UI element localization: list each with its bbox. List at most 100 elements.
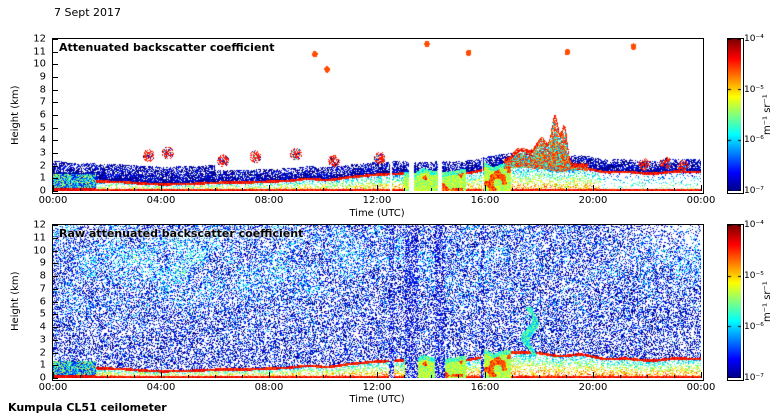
colorbar-gradient (728, 225, 741, 378)
y-tick-label: 11 (33, 232, 46, 244)
y-tick-label: 0 (39, 372, 46, 384)
y-tick-label: 1 (39, 359, 46, 371)
x-tick-label: 12:00 (362, 382, 392, 393)
x-tick-mark (53, 372, 54, 378)
x-tick-mark (80, 188, 81, 191)
x-tick-mark (242, 375, 243, 378)
y-tick-label: 12 (33, 33, 46, 45)
y-tick-mark (53, 140, 58, 142)
x-tick-label: 20:00 (578, 195, 608, 206)
y-tick-label: 11 (33, 46, 46, 58)
y-tick-mark (53, 327, 58, 328)
x-tick-mark (566, 375, 567, 378)
y-tick-mark (53, 127, 58, 129)
plot-area-attenuated: Attenuated backscatter coefficient (52, 38, 704, 194)
colorbar-tick-label: 10⁻⁶ (744, 322, 764, 332)
x-axis-label: Time (UTC) (349, 394, 405, 405)
x-tick-mark (512, 188, 513, 191)
panel-title-attenuated: Attenuated backscatter coefficient (59, 41, 275, 54)
x-tick-label: 20:00 (578, 382, 608, 393)
x-tick-mark (431, 188, 432, 191)
y-tick-mark (53, 288, 58, 290)
y-tick-mark (53, 314, 58, 316)
x-tick-mark (269, 372, 270, 378)
colorbar-unit-label: m⁻¹ sr⁻¹ (762, 94, 773, 136)
x-tick-mark (593, 372, 594, 378)
x-tick-mark (620, 375, 621, 378)
colorbar-unit-label: m⁻¹ sr⁻¹ (762, 281, 773, 322)
y-tick-mark (53, 153, 58, 154)
x-tick-mark (485, 185, 486, 191)
x-tick-label: 00:00 (38, 195, 68, 206)
y-tick-label: 5 (39, 122, 46, 134)
y-tick-mark (53, 352, 58, 354)
x-tick-mark (512, 375, 513, 378)
y-tick-mark (53, 225, 58, 226)
y-tick-mark (53, 237, 58, 239)
x-tick-label: 04:00 (146, 195, 176, 206)
y-axis-label: Height (km) (10, 85, 21, 145)
colorbar-tick-label: 10⁻⁵ (744, 271, 764, 281)
x-tick-mark (323, 375, 324, 378)
y-tick-label: 8 (39, 270, 46, 282)
x-tick-mark (566, 188, 567, 191)
colorbar-tick-label: 10⁻⁴ (744, 34, 764, 44)
x-tick-label: 12:00 (362, 195, 392, 206)
y-tick-mark (53, 64, 58, 66)
y-tick-mark (53, 250, 58, 252)
x-tick-mark (188, 188, 189, 191)
x-tick-mark (485, 372, 486, 378)
colorbar-gradient (728, 39, 741, 191)
y-tick-mark (53, 77, 58, 78)
x-tick-mark (647, 188, 648, 191)
colorbar-raw (727, 224, 744, 381)
x-tick-mark (404, 188, 405, 191)
x-tick-mark (134, 375, 135, 378)
x-tick-label: 16:00 (470, 195, 500, 206)
x-tick-mark (161, 372, 162, 378)
y-tick-label: 6 (39, 296, 46, 307)
x-tick-mark (539, 375, 540, 378)
x-tick-label: 08:00 (254, 382, 284, 393)
y-tick-mark (53, 191, 58, 192)
x-tick-mark (593, 185, 594, 191)
x-tick-mark (404, 375, 405, 378)
colorbar-tick-label: 10⁻⁷ (744, 186, 764, 196)
y-tick-mark (53, 178, 58, 180)
y-tick-mark (53, 378, 58, 379)
x-tick-label: 00:00 (686, 195, 716, 206)
date-label: 7 Sept 2017 (54, 6, 122, 19)
x-tick-mark (350, 188, 351, 191)
y-tick-mark (53, 89, 58, 91)
x-tick-mark (539, 188, 540, 191)
x-tick-mark (458, 188, 459, 191)
x-tick-mark (215, 188, 216, 191)
x-tick-mark (431, 375, 432, 378)
x-tick-label: 04:00 (146, 382, 176, 393)
y-tick-mark (53, 51, 58, 53)
x-tick-mark (377, 372, 378, 378)
y-tick-label: 4 (39, 321, 46, 333)
x-tick-mark (647, 375, 648, 378)
y-tick-label: 7 (39, 283, 46, 295)
x-tick-mark (161, 185, 162, 191)
x-tick-mark (107, 375, 108, 378)
x-tick-mark (674, 188, 675, 191)
y-tick-mark (53, 301, 58, 303)
x-tick-mark (350, 375, 351, 378)
y-tick-mark (53, 263, 58, 265)
y-tick-label: 8 (39, 84, 46, 96)
panel-title-raw: Raw attenuated backscatter coefficient (59, 227, 304, 240)
x-tick-mark (377, 185, 378, 191)
x-tick-mark (53, 185, 54, 191)
y-tick-label: 10 (33, 245, 46, 256)
colorbar-attenuated (727, 38, 744, 194)
y-tick-label: 2 (39, 347, 46, 358)
x-tick-label: 00:00 (38, 382, 68, 393)
x-tick-mark (215, 375, 216, 378)
y-axis-label: Height (km) (10, 271, 21, 332)
y-tick-label: 7 (39, 96, 46, 108)
y-tick-mark (53, 276, 58, 277)
y-tick-label: 10 (33, 58, 46, 70)
